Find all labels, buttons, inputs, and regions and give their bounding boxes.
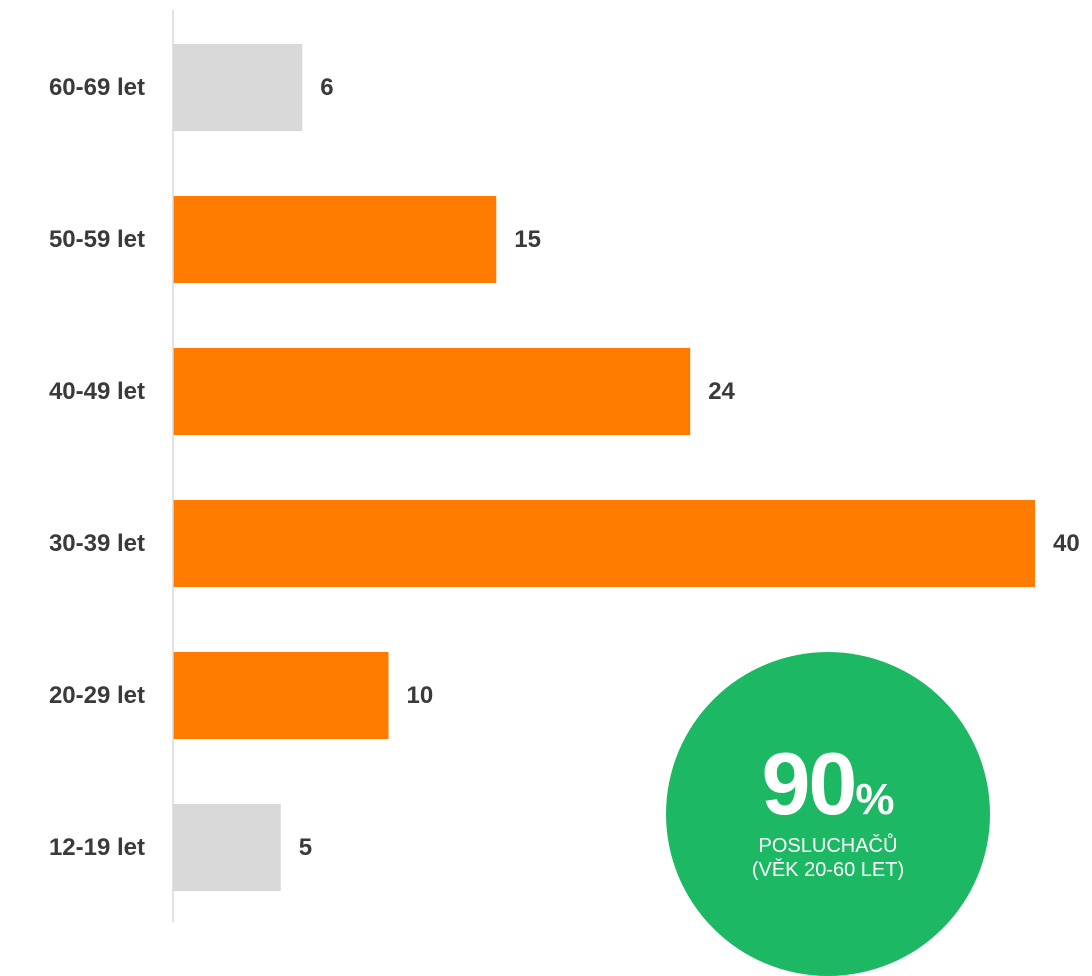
bar-60-69-let [173, 44, 303, 131]
category-labels: 60-69 let 50-59 let 40-49 let 30-39 let 20-2… [49, 74, 145, 861]
value-label: 40 [1053, 530, 1080, 557]
category-label: 12-19 let [49, 834, 145, 861]
category-label: 50-59 let [49, 226, 145, 253]
value-label: 24 [708, 378, 735, 405]
badge-caption-line-1: POSLUCHAČŮ [758, 835, 898, 857]
bar-20-29-let [173, 652, 389, 739]
value-label: 5 [299, 834, 312, 861]
bar-12-19-let [173, 804, 281, 891]
badge-percent-sign: % [855, 775, 895, 824]
badge-value-line: 90% [666, 740, 990, 828]
value-label: 15 [514, 226, 541, 253]
bar-40-49-let [173, 348, 691, 435]
bars-layer [173, 44, 1035, 891]
bar-50-59-let [173, 196, 497, 283]
category-label: 40-49 let [49, 378, 145, 405]
bar-30-39-let [173, 500, 1035, 587]
category-label: 30-39 let [49, 530, 145, 557]
badge-caption-line-2: (VĚK 20-60 LET) [751, 859, 905, 881]
value-labels: 6 15 24 40 10 5 [299, 74, 1080, 861]
badge-percentage-value: 90 [761, 734, 857, 833]
category-label: 60-69 let [49, 74, 145, 101]
category-label: 20-29 let [49, 682, 145, 709]
listeners-share-badge: 90% POSLUCHAČŮ (VĚK 20-60 LET) [666, 652, 990, 976]
badge-caption: POSLUCHAČŮ (VĚK 20-60 LET) [666, 834, 990, 882]
value-label: 10 [407, 682, 434, 709]
value-label: 6 [320, 74, 333, 101]
